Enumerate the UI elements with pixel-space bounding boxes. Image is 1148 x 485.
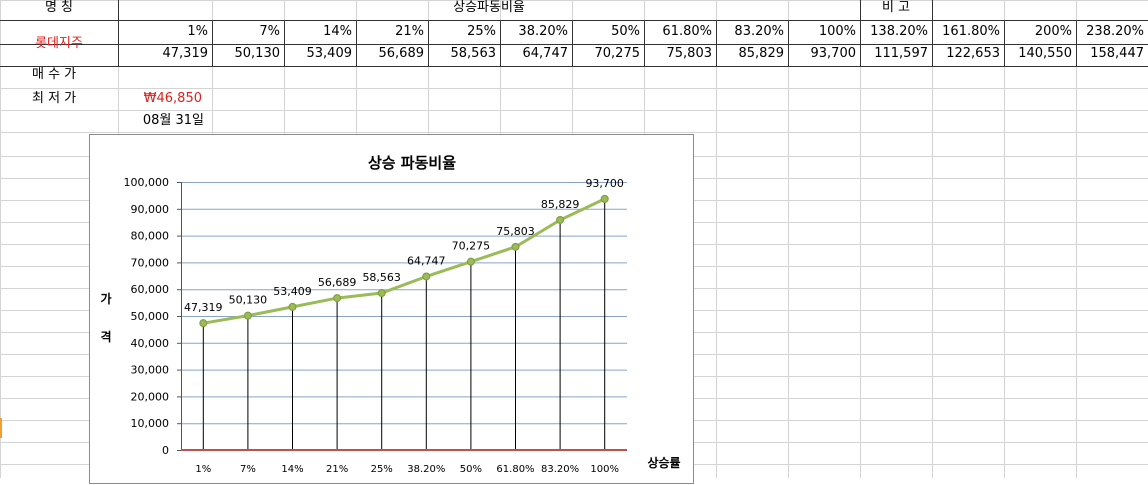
price-cell[interactable]: 140,550: [1018, 46, 1072, 61]
price-cell[interactable]: 75,803: [666, 46, 713, 61]
line-chart: 상승 파동비율 0 10,000 20,000 30,000 40,000 50,000 60…: [100, 154, 680, 475]
name-label-cell[interactable]: 명 칭: [44, 0, 74, 15]
price-cell[interactable]: 58,563: [450, 46, 497, 61]
x-tick-label: 61.80%: [496, 464, 534, 475]
percent-cell[interactable]: 21%: [395, 24, 424, 39]
ratio-header-cell[interactable]: 상승파동비율: [453, 0, 525, 15]
data-label: 70,275: [452, 240, 491, 253]
price-cell[interactable]: 70,275: [594, 46, 641, 61]
x-tick-label: 83.20%: [541, 464, 579, 475]
x-axis-label: 상승률: [647, 455, 680, 470]
y-tick-label: 30,000: [131, 364, 170, 377]
percent-cell[interactable]: 83.20%: [734, 24, 784, 39]
low-price-label[interactable]: 최 저 가: [32, 91, 77, 106]
data-point: [243, 311, 252, 320]
x-tick-label: 25%: [371, 464, 393, 475]
y-tick-label: 60,000: [131, 283, 170, 296]
x-tick-label: 7%: [240, 464, 256, 475]
data-label: 75,803: [496, 225, 535, 238]
low-price-value[interactable]: ₩46,850: [143, 91, 202, 106]
price-cell[interactable]: 53,409: [306, 46, 353, 61]
price-cell[interactable]: 158,447: [1090, 46, 1144, 61]
data-point: [422, 272, 431, 281]
data-label: 64,747: [407, 254, 446, 267]
chart-title: 상승 파동비율: [368, 154, 456, 172]
percent-cell[interactable]: 238.20%: [1086, 24, 1144, 39]
y-tick-label: 0: [162, 444, 169, 457]
x-tick-label: 50%: [460, 464, 482, 475]
date-cell[interactable]: 08월 31일: [142, 113, 204, 128]
percent-cell[interactable]: 161.80%: [942, 24, 1000, 39]
percent-cell[interactable]: 1%: [187, 24, 208, 39]
price-cell[interactable]: 56,689: [378, 46, 425, 61]
y-axis-label: 가: [100, 291, 111, 306]
price-cell[interactable]: 64,747: [522, 46, 569, 61]
x-tick-label: 100%: [590, 464, 619, 475]
percent-cell[interactable]: 100%: [818, 24, 856, 39]
y-tick-label: 40,000: [131, 337, 170, 350]
series-line: [203, 197, 606, 325]
percent-cell[interactable]: 25%: [467, 24, 496, 39]
data-label: 47,319: [184, 301, 223, 314]
data-point: [511, 242, 520, 251]
price-cell[interactable]: 47,319: [162, 46, 209, 61]
x-tick-label: 1%: [195, 464, 211, 475]
chart-container[interactable]: 상승 파동비율 0 10,000 20,000 30,000 40,000 50,000 60…: [89, 134, 694, 484]
data-label: 56,689: [318, 276, 357, 289]
data-point: [600, 194, 609, 203]
percent-cell[interactable]: 7%: [259, 24, 280, 39]
data-point: [288, 302, 297, 311]
y-tick-label: 10,000: [131, 417, 170, 430]
data-point: [199, 319, 208, 328]
price-cell[interactable]: 50,130: [234, 46, 281, 61]
y-tick-label: 50,000: [131, 310, 170, 323]
remark-label-cell[interactable]: 비 고: [881, 0, 911, 15]
percent-cell[interactable]: 14%: [323, 24, 352, 39]
y-tick-label: 20,000: [131, 390, 170, 403]
percent-cell[interactable]: 38.20%: [518, 24, 568, 39]
x-tick-label: 38.20%: [407, 464, 445, 475]
price-cell[interactable]: 85,829: [738, 46, 785, 61]
percent-cell[interactable]: 200%: [1034, 24, 1072, 39]
y-tick-label: 90,000: [131, 203, 170, 216]
price-cell[interactable]: 111,597: [874, 46, 928, 61]
row-selection-marker: [0, 418, 2, 438]
data-label: 85,829: [541, 198, 580, 211]
stock-name-cell[interactable]: 롯데지주: [35, 36, 83, 51]
y-axis-label: 격: [100, 329, 111, 344]
y-tick-label: 100,000: [124, 176, 170, 189]
percent-cell[interactable]: 138.20%: [870, 24, 928, 39]
y-tick-label: 70,000: [131, 256, 170, 269]
data-point: [333, 294, 342, 303]
price-cell[interactable]: 93,700: [810, 46, 857, 61]
data-point: [556, 215, 565, 224]
data-label: 50,130: [229, 294, 268, 307]
buy-price-label[interactable]: 매 수 가: [32, 67, 77, 82]
x-tick-label: 14%: [281, 464, 303, 475]
data-label: 93,700: [585, 177, 624, 190]
price-cell[interactable]: 122,653: [946, 46, 1000, 61]
percent-cell[interactable]: 61.80%: [662, 24, 712, 39]
y-tick-label: 80,000: [131, 230, 170, 243]
data-point: [466, 257, 475, 266]
data-point: [377, 289, 386, 298]
x-tick-label: 21%: [326, 464, 348, 475]
data-label: 53,409: [273, 285, 312, 298]
percent-cell[interactable]: 50%: [611, 24, 640, 39]
data-label: 58,563: [362, 271, 401, 284]
